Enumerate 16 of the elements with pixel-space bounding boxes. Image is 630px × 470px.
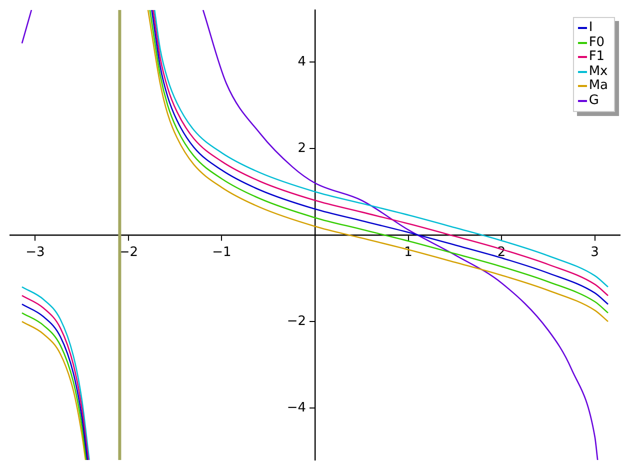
x-tick-label: −2: [118, 245, 138, 260]
legend-label: F1: [588, 49, 605, 64]
y-tick-label: −2: [286, 314, 306, 329]
x-tick-label: −1: [212, 245, 232, 260]
x-tick-label: 3: [590, 245, 599, 260]
y-tick-label: −4: [286, 400, 306, 416]
x-tick-label: 2: [497, 245, 506, 260]
legend-label: G: [588, 92, 599, 108]
legend-label: F0: [588, 34, 605, 50]
y-tick-label: 4: [298, 54, 306, 70]
legend-label: Ma: [588, 78, 608, 94]
x-tick-label: 1: [404, 245, 412, 260]
x-tick-label: −3: [26, 245, 45, 260]
legend-label: Mx: [588, 64, 608, 79]
legend-label: I: [588, 20, 593, 36]
y-tick-label: 2: [298, 140, 306, 156]
